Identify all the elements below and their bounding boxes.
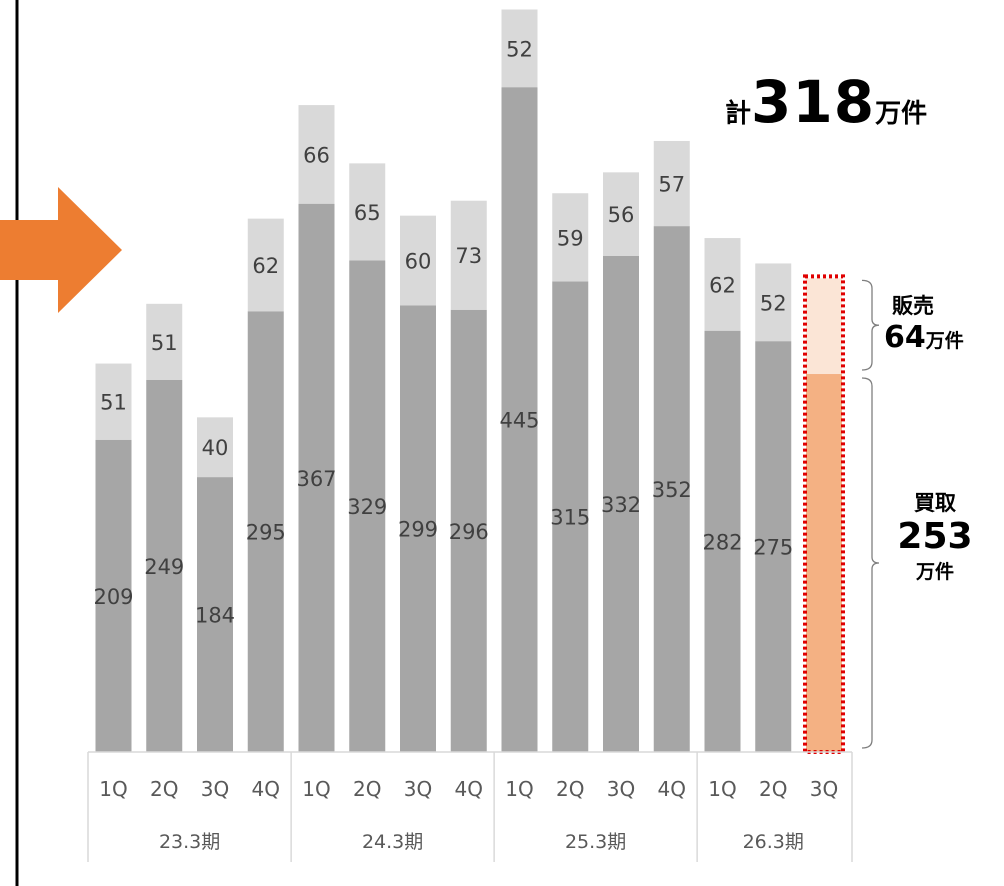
value-label-lower: 184 <box>195 604 235 628</box>
value-label-upper: 65 <box>354 201 381 225</box>
x-tick-label: 4Q <box>658 777 686 801</box>
bar-upper <box>298 105 335 204</box>
value-labels-layer: 51 209 51 249 40 184 62 295 66 367 65 329 60 299 73 296… <box>93 37 793 627</box>
total-prefix: 計 <box>725 99 752 129</box>
value-label-upper: 57 <box>658 173 685 197</box>
bar-lower <box>755 341 792 752</box>
x-tick-label: 4Q <box>455 777 483 801</box>
x-tick-label: 2Q <box>353 777 381 801</box>
braces-layer <box>861 279 880 749</box>
bar-upper <box>755 263 792 342</box>
total-label: 計318万件 <box>725 68 927 136</box>
value-label-lower: 296 <box>449 520 489 544</box>
bar-lower <box>704 330 741 752</box>
x-tick-label: 2Q <box>556 777 584 801</box>
x-tick-label: 1Q <box>505 777 533 801</box>
bar-lower <box>95 439 132 752</box>
value-label-upper: 40 <box>202 436 229 460</box>
x-tick-label: 2Q <box>150 777 178 801</box>
period-label: 24.3期 <box>362 831 423 853</box>
bar-lower <box>501 87 538 753</box>
x-tick-label: 3Q <box>201 777 229 801</box>
bar-upper <box>603 172 639 256</box>
buy-brace <box>861 377 880 749</box>
value-label-lower: 209 <box>93 585 133 609</box>
bar-upper <box>552 193 589 282</box>
sell-label: 販売 64万件 <box>884 290 1004 355</box>
bar-lower <box>400 305 436 752</box>
value-label-upper: 56 <box>608 203 635 227</box>
bar-upper <box>450 200 487 310</box>
buy-value: 253 <box>897 516 973 557</box>
value-label-lower: 299 <box>398 518 438 542</box>
bar-upper <box>95 363 132 440</box>
bar-upper <box>146 303 183 380</box>
x-axis: 1Q 2Q 3Q 4Q 1Q 2Q 3Q 4Q 1Q 2Q 3Q 4Q 1Q 2Q 3Q 23.3期 24.3期… <box>87 751 853 862</box>
bar-lower <box>349 260 386 752</box>
value-label-lower: 249 <box>144 555 184 579</box>
period-label: 26.3期 <box>743 831 804 853</box>
bar-lower <box>247 311 284 752</box>
sell-value: 64 <box>884 320 926 355</box>
period-label: 23.3期 <box>159 831 220 853</box>
sell-unit: 万件 <box>925 330 964 352</box>
x-tick-label: 1Q <box>708 777 736 801</box>
x-tick-label: 1Q <box>302 777 330 801</box>
bar-lower <box>603 255 639 752</box>
total-value: 318 <box>751 68 876 136</box>
value-label-lower: 329 <box>347 495 387 519</box>
bar-lower <box>450 309 487 752</box>
highlight-box <box>803 274 845 754</box>
bar-lower <box>298 203 335 752</box>
bar-lower <box>197 477 233 752</box>
bar-upper <box>247 218 284 312</box>
value-label-upper: 62 <box>709 273 736 297</box>
x-tick-label: 3Q <box>607 777 635 801</box>
total-unit: 万件 <box>875 99 928 129</box>
x-tick-label: 3Q <box>810 777 838 801</box>
value-label-lower: 275 <box>753 536 793 560</box>
sell-name: 販売 <box>892 294 934 318</box>
bar-upper <box>349 163 386 261</box>
value-label-upper: 73 <box>455 244 482 268</box>
value-label-upper: 52 <box>506 37 533 61</box>
value-label-lower: 295 <box>246 521 286 545</box>
value-label-upper: 51 <box>100 391 127 415</box>
bar-lower <box>146 379 183 752</box>
value-label-upper: 52 <box>760 291 787 315</box>
value-label-lower: 367 <box>296 467 336 491</box>
bar-lower <box>552 281 589 752</box>
period-label: 25.3期 <box>565 831 626 853</box>
value-label-lower: 352 <box>652 478 692 502</box>
bar-lower <box>653 226 690 752</box>
bar-upper <box>704 238 741 331</box>
bar-lower <box>806 374 842 752</box>
sell-brace <box>861 279 880 371</box>
value-label-lower: 282 <box>702 530 742 554</box>
bar-upper <box>197 417 233 478</box>
value-label-upper: 60 <box>405 249 432 273</box>
bar-upper <box>400 215 436 306</box>
buy-name: 買取 <box>914 491 956 515</box>
bar-upper <box>806 278 842 375</box>
value-label-lower: 445 <box>499 409 539 433</box>
value-label-upper: 62 <box>252 254 279 278</box>
value-label-upper: 66 <box>303 143 330 167</box>
bars-layer <box>95 9 845 754</box>
x-tick-label: 3Q <box>404 777 432 801</box>
bar-upper <box>501 9 538 88</box>
x-tick-label: 1Q <box>99 777 127 801</box>
value-label-upper: 51 <box>151 331 178 355</box>
value-label-upper: 59 <box>557 226 584 250</box>
buy-unit: 万件 <box>915 561 954 583</box>
arrow-icon <box>0 187 122 313</box>
bar-upper <box>653 140 690 227</box>
buy-label: 買取 253 万件 <box>890 487 980 584</box>
x-tick-label: 2Q <box>759 777 787 801</box>
x-tick-label: 4Q <box>252 777 280 801</box>
value-label-lower: 332 <box>601 493 641 517</box>
value-label-lower: 315 <box>550 506 590 530</box>
